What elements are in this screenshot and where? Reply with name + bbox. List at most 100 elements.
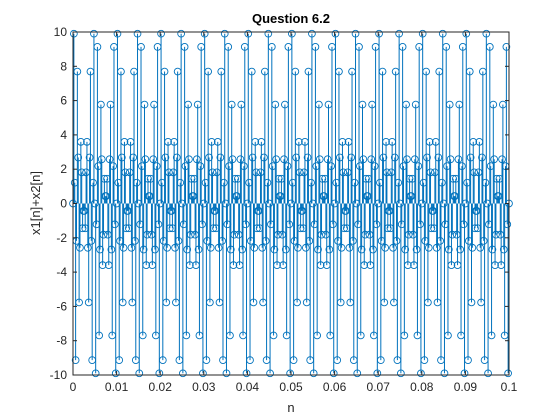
- stem-marker: [139, 245, 148, 254]
- stem-marker: [307, 178, 315, 187]
- stem-marker: [149, 155, 158, 164]
- x-tick-label: 0: [70, 380, 77, 394]
- stem-marker: [424, 298, 432, 307]
- stem-marker: [383, 224, 392, 233]
- stem-marker: [449, 174, 458, 183]
- stem-marker: [83, 243, 92, 252]
- stem-marker: [71, 356, 80, 364]
- stem-marker: [246, 356, 254, 364]
- stem-marker: [248, 153, 257, 162]
- stem-marker: [98, 261, 107, 270]
- stem-marker: [470, 168, 478, 177]
- stem-marker: [151, 245, 159, 254]
- stem-marker: [416, 220, 424, 229]
- stem-marker: [120, 137, 129, 146]
- stem-marker: [351, 29, 360, 38]
- stem-marker: [224, 43, 233, 51]
- stem-marker: [335, 67, 343, 76]
- plot-area: [73, 32, 509, 375]
- stem-marker: [404, 230, 413, 239]
- stem-marker: [164, 137, 172, 146]
- stem-marker: [488, 245, 497, 254]
- stem-marker: [301, 243, 310, 252]
- stem-marker: [185, 261, 194, 270]
- x-tick-label: 0.08: [410, 380, 434, 394]
- x-tick-label: 0.06: [323, 380, 347, 394]
- stem-marker: [281, 245, 290, 254]
- stem-marker: [295, 168, 304, 177]
- stem-marker: [226, 245, 235, 254]
- stem-marker: [250, 243, 259, 252]
- stem-marker: [358, 100, 367, 109]
- y-tick-label: 0: [60, 197, 67, 211]
- stem-marker: [144, 174, 152, 183]
- stem-marker: [240, 162, 248, 170]
- stem-marker: [296, 224, 305, 233]
- stem-marker: [471, 224, 479, 233]
- stem-marker: [73, 67, 82, 76]
- stem-marker: [214, 243, 223, 252]
- x-tick-label: 0.02: [149, 380, 173, 394]
- stem-marker: [331, 29, 340, 38]
- stem-marker: [222, 369, 231, 378]
- stem-marker: [484, 369, 492, 378]
- stem-marker: [274, 230, 282, 239]
- stem-marker: [194, 245, 203, 254]
- stem-marker: [171, 243, 179, 252]
- stem-marker: [260, 153, 268, 162]
- stem-marker: [422, 67, 431, 76]
- y-tick-label: -2: [56, 231, 67, 245]
- stem-marker: [205, 153, 213, 162]
- y-tick-label: 6: [60, 94, 67, 108]
- stem-marker: [466, 153, 475, 162]
- stem-marker: [489, 100, 498, 109]
- stem-marker: [97, 100, 105, 109]
- stem-marker: [485, 43, 494, 51]
- stem-marker: [118, 298, 127, 307]
- stem-marker: [230, 230, 239, 239]
- stem-marker: [313, 331, 322, 340]
- stem-marker: [160, 67, 169, 76]
- stem-marker: [362, 174, 370, 183]
- stem-marker: [323, 155, 332, 164]
- stem-marker: [467, 298, 476, 307]
- stem-marker: [185, 155, 193, 164]
- stem-marker: [369, 245, 377, 254]
- stem-marker: [121, 168, 130, 177]
- stem-marker: [395, 29, 403, 38]
- stem-marker: [165, 168, 173, 177]
- stem-marker: [305, 237, 314, 245]
- stem-marker: [442, 43, 451, 51]
- stem-marker: [227, 100, 236, 109]
- stem-marker: [184, 100, 192, 109]
- stem-marker: [209, 224, 218, 233]
- stem-marker: [196, 162, 205, 170]
- stem-marker: [75, 298, 83, 307]
- stem-marker: [186, 230, 195, 239]
- stem-marker: [390, 153, 399, 162]
- stem-marker: [76, 243, 84, 252]
- stem-marker: [115, 356, 124, 364]
- stem-marker: [402, 100, 410, 109]
- stem-marker: [100, 174, 109, 183]
- stem-marker: [93, 43, 102, 51]
- stem-marker: [107, 245, 116, 254]
- stem-marker: [448, 230, 457, 239]
- stem-marker: [445, 100, 454, 109]
- stem-marker: [204, 67, 213, 76]
- stem-marker: [375, 29, 383, 38]
- stem-marker: [273, 261, 281, 270]
- stem-marker: [266, 369, 274, 378]
- y-tick-label: 2: [60, 162, 67, 176]
- stem-marker: [440, 369, 449, 378]
- stem-marker: [117, 153, 126, 162]
- stem-marker: [241, 220, 250, 229]
- stem-marker: [280, 155, 288, 164]
- y-tick-label: -4: [56, 265, 67, 279]
- stem-marker: [432, 243, 441, 252]
- stem-marker: [425, 137, 434, 146]
- stem-marker: [129, 153, 138, 162]
- stem-marker: [481, 178, 490, 187]
- stem-marker: [469, 137, 478, 146]
